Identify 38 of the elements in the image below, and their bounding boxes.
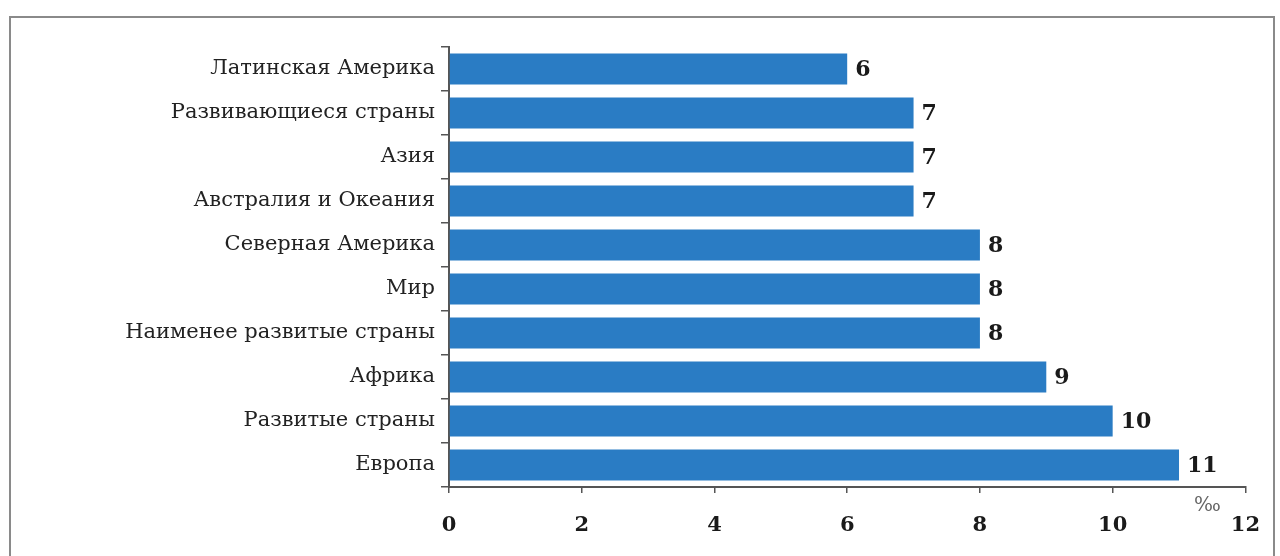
bar (449, 185, 914, 217)
y-tick-label: Австралия и Океания (193, 187, 435, 212)
data-label: 11 (1187, 450, 1218, 477)
y-tick-label: Наименее развитые страны (125, 319, 435, 344)
bar (449, 97, 914, 129)
bar (449, 141, 914, 173)
data-label: 7 (921, 98, 937, 125)
y-tick-label: Европа (355, 451, 435, 476)
data-label: 10 (1120, 406, 1152, 433)
x-tick-label: 8 (972, 511, 988, 537)
x-tick-label: 12 (1230, 511, 1261, 537)
y-tick-label: Азия (380, 143, 435, 168)
y-tick-label: Развивающиеся страны (170, 99, 435, 124)
data-label: 9 (1054, 362, 1070, 389)
x-tick-label: 6 (839, 511, 855, 537)
bar (449, 317, 980, 349)
x-tick-label: 0 (441, 511, 457, 537)
x-tick-label: 2 (574, 511, 590, 537)
x-tick-label: 4 (707, 511, 722, 537)
bar (449, 273, 980, 305)
bar (449, 53, 848, 85)
data-label: 8 (987, 318, 1004, 345)
data-label: 6 (855, 54, 871, 81)
bar (449, 229, 980, 261)
bar (449, 449, 1180, 481)
data-label: 8 (987, 230, 1004, 257)
x-tick-label: 10 (1098, 511, 1128, 537)
bar (449, 361, 1047, 393)
y-tick-label: Развитые страны (243, 407, 435, 432)
x-axis-title: ‰ (1193, 492, 1221, 517)
y-tick-label: Северная Америка (224, 231, 435, 256)
y-tick-label: Латинская Америка (210, 55, 435, 80)
data-label: 7 (921, 186, 937, 213)
data-label: 8 (987, 274, 1004, 301)
bar (449, 405, 1113, 437)
y-tick-label: Мир (386, 275, 435, 300)
y-tick-label: Африка (349, 363, 435, 388)
data-label: 7 (921, 142, 937, 169)
